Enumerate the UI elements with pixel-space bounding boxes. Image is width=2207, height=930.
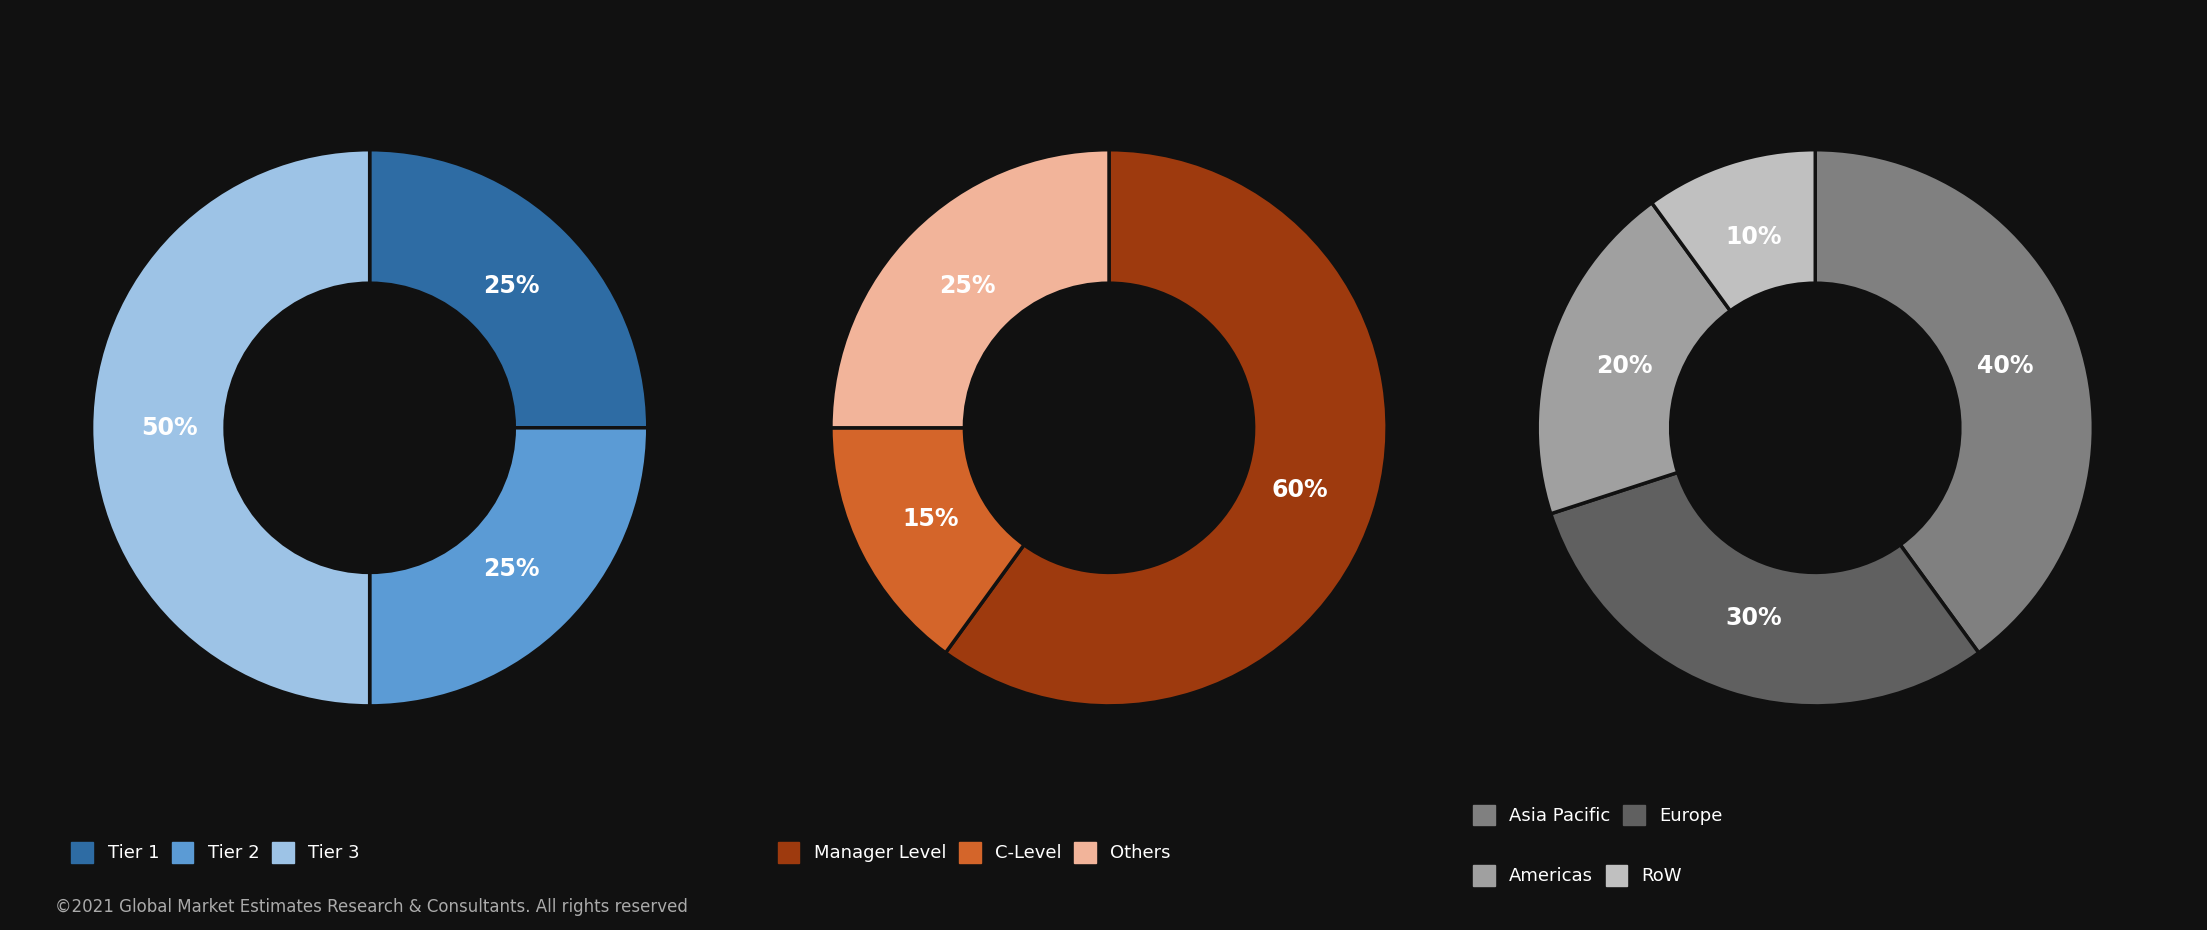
Wedge shape [1538,203,1730,513]
Wedge shape [369,150,649,428]
Legend: Manager Level, C-Level, Others: Manager Level, C-Level, Others [770,834,1179,870]
Wedge shape [830,150,1110,428]
Legend: Asia Pacific, Europe: Asia Pacific, Europe [1465,797,1730,832]
Text: 15%: 15% [903,507,958,531]
Text: ©2021 Global Market Estimates Research & Consultants. All rights reserved: ©2021 Global Market Estimates Research &… [55,898,689,916]
Text: 25%: 25% [483,557,539,581]
Text: 20%: 20% [1596,354,1653,378]
Wedge shape [830,428,1024,653]
Text: 25%: 25% [483,274,539,299]
Legend: Americas, RoW: Americas, RoW [1465,857,1688,893]
Wedge shape [1552,472,1980,706]
Legend: Tier 1, Tier 2, Tier 3: Tier 1, Tier 2, Tier 3 [64,834,366,870]
Text: 30%: 30% [1726,606,1781,631]
Text: 10%: 10% [1726,225,1781,249]
Wedge shape [90,150,371,706]
Wedge shape [945,150,1386,706]
Wedge shape [1651,150,1816,311]
Wedge shape [1814,150,2092,653]
Wedge shape [369,428,649,706]
Text: 50%: 50% [141,416,199,440]
Text: 60%: 60% [1271,478,1329,501]
Text: 40%: 40% [1977,354,2035,378]
Text: 25%: 25% [940,274,995,299]
